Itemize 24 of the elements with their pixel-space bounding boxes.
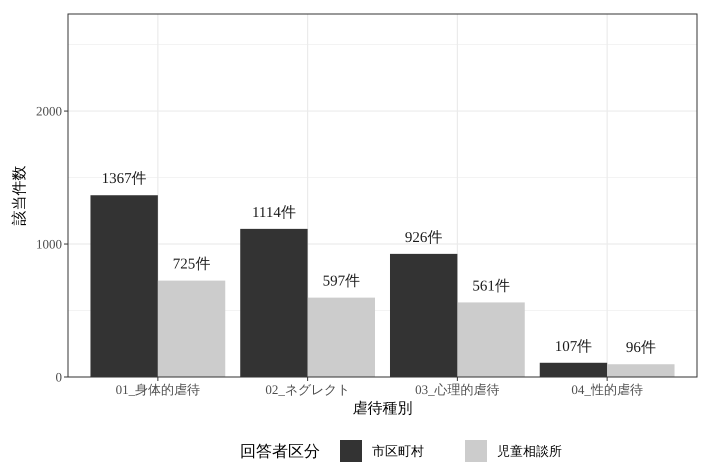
- bar: [308, 298, 376, 377]
- x-tick-label: 04_性的虐待: [571, 382, 643, 397]
- y-tick-label: 1000: [36, 236, 62, 252]
- data-label: 1367件: [102, 171, 147, 188]
- data-label: 1114件: [252, 204, 296, 221]
- y-axis-title: 該当件数: [11, 166, 28, 226]
- data-label: 561件: [472, 278, 510, 294]
- data-label: 597件: [322, 274, 360, 290]
- x-axis-title: 虐待種別: [352, 400, 412, 417]
- x-tick-label: 01_身体的虐待: [116, 382, 200, 397]
- data-label: 96件: [626, 340, 656, 356]
- x-tick-label: 02_ネグレクト: [265, 382, 350, 397]
- y-tick-label: 0: [56, 370, 62, 385]
- legend-label: 市区町村: [372, 444, 424, 459]
- data-label: 926件: [404, 230, 442, 246]
- bar: [607, 364, 675, 377]
- data-label: 725件: [172, 256, 210, 273]
- bar: [457, 302, 525, 377]
- legend-title: 回答者区分: [240, 442, 320, 461]
- x-tick-label: 03_心理的虐待: [415, 382, 500, 397]
- data-label: 107件: [554, 338, 592, 355]
- y-tick-label: 2000: [36, 104, 62, 119]
- legend-label: 児童相談所: [497, 444, 562, 459]
- bar: [158, 280, 226, 377]
